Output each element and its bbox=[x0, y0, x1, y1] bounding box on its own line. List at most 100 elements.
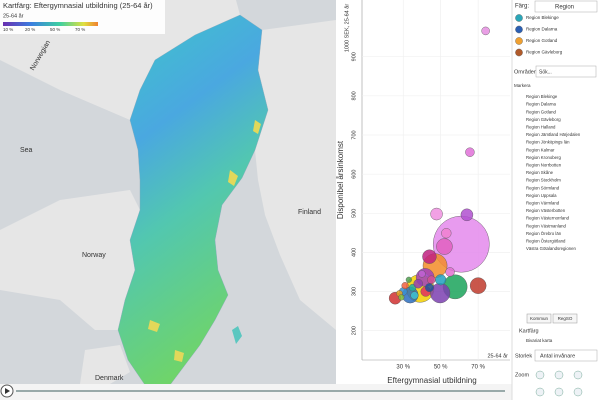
bubble bbox=[469, 277, 487, 294]
y-tick-label: 700 bbox=[351, 130, 357, 139]
zoom-tool[interactable] bbox=[554, 387, 564, 397]
y-tick-label: 300 bbox=[351, 287, 357, 296]
region-item[interactable]: Region Jönköpings län bbox=[526, 140, 570, 145]
size-select[interactable] bbox=[534, 349, 598, 362]
map-subtitle: 25-64 år bbox=[3, 12, 24, 19]
region-item[interactable]: Region Stockholm bbox=[526, 178, 561, 183]
map-legend-bar bbox=[3, 22, 98, 26]
zoom-tool[interactable] bbox=[573, 387, 583, 397]
zoom-label: Zoom bbox=[515, 372, 529, 378]
map-label: Norway bbox=[82, 252, 106, 259]
map-label: Sea bbox=[20, 147, 33, 154]
bubble bbox=[427, 275, 436, 285]
toggle-button-text: Kommun bbox=[530, 316, 549, 321]
area-label: Områden bbox=[514, 68, 537, 75]
region-item[interactable]: Region Sörmland bbox=[526, 185, 560, 190]
x-tick-label: 30 % bbox=[396, 365, 410, 371]
legend-label: Region Gävleborg bbox=[526, 50, 563, 55]
legend-tick: 10 % bbox=[3, 27, 13, 32]
zoom-tool[interactable] bbox=[554, 370, 564, 380]
region-item[interactable]: Region Uppsala bbox=[526, 193, 557, 198]
zoom-tool[interactable] bbox=[535, 370, 545, 380]
color-select[interactable] bbox=[534, 0, 598, 13]
bubble bbox=[481, 26, 490, 36]
legend-tick: 20 % bbox=[25, 27, 35, 32]
y-axis-label: Disponibel årsinkomst bbox=[336, 140, 345, 219]
bubble bbox=[436, 238, 453, 255]
region-item[interactable]: Region Skåne bbox=[526, 170, 554, 175]
color-select-text: Region bbox=[555, 5, 574, 11]
bubble bbox=[441, 228, 452, 239]
size-select-text: Antal invånare bbox=[540, 352, 575, 359]
bubble bbox=[422, 249, 437, 264]
region-item[interactable]: Region Halland bbox=[526, 125, 556, 130]
region-item[interactable]: Region Gävleborg bbox=[526, 117, 561, 122]
y-tick-label: 900 bbox=[351, 52, 357, 61]
legend-label: Region Gotland bbox=[526, 38, 558, 43]
bubble bbox=[413, 278, 423, 289]
toggle-button[interactable] bbox=[552, 313, 578, 324]
toggle-button-text: RegSO bbox=[558, 316, 573, 321]
y-tick-label: 800 bbox=[351, 91, 357, 100]
region-item[interactable]: Region Kronoberg bbox=[526, 155, 561, 160]
region-item[interactable]: Region Värmland bbox=[526, 201, 560, 206]
play-icon bbox=[5, 388, 10, 394]
bubble bbox=[410, 291, 419, 300]
region-item[interactable]: Region Norrbotten bbox=[526, 163, 562, 168]
bubble bbox=[435, 274, 447, 286]
y-tick-label: 400 bbox=[351, 248, 357, 257]
size-label: Storlek bbox=[515, 353, 532, 359]
map-label: Finland bbox=[298, 209, 321, 216]
denmark-land bbox=[80, 345, 130, 384]
bubble bbox=[445, 267, 455, 277]
search-placeholder: Sök... bbox=[539, 69, 552, 75]
y-unit: 1000 SEK, 25-64 år bbox=[343, 4, 350, 52]
region-item[interactable]: Region Västernorrland bbox=[526, 216, 570, 221]
x-axis-label: Eftergymnasial utbildning bbox=[387, 376, 476, 385]
note: 25-64 år bbox=[488, 352, 509, 359]
region-item[interactable]: Region Kalmar bbox=[526, 147, 555, 152]
bubble bbox=[460, 208, 474, 222]
legend-tick: 70 % bbox=[75, 27, 85, 32]
norway-land bbox=[0, 0, 240, 330]
bubble bbox=[418, 270, 426, 278]
search-box[interactable] bbox=[535, 65, 597, 78]
map-header bbox=[0, 0, 165, 34]
legend-label: Region Blekinge bbox=[526, 15, 559, 20]
legend-dot bbox=[515, 25, 523, 34]
legend-dot bbox=[515, 48, 523, 57]
map-color-value: Bivariat karta bbox=[526, 338, 553, 343]
map-label: Denmark bbox=[95, 375, 124, 382]
bubble bbox=[465, 147, 475, 157]
region-item[interactable]: Region Dalarna bbox=[526, 102, 556, 107]
region-item[interactable]: Västra Götalandsregionen bbox=[526, 246, 577, 251]
gotland bbox=[232, 326, 242, 344]
region-item[interactable]: Region Västmanland bbox=[526, 223, 567, 228]
y-tick-label: 600 bbox=[351, 170, 357, 179]
mark-label: Markera bbox=[514, 83, 531, 88]
y-tick-label: 500 bbox=[351, 209, 357, 218]
toggle-button[interactable] bbox=[526, 313, 552, 324]
y-tick-label: 200 bbox=[351, 326, 357, 335]
legend-dot bbox=[515, 37, 523, 45]
bubble bbox=[405, 276, 412, 283]
map-title: Kartfärg: Eftergymnasial utbildning (25-… bbox=[3, 1, 153, 10]
map-patch bbox=[148, 120, 261, 362]
legend-tick: 50 % bbox=[50, 27, 60, 32]
bubble bbox=[398, 294, 405, 301]
zoom-tool[interactable] bbox=[573, 370, 583, 380]
legend-label: Region Dalarna bbox=[526, 27, 558, 32]
region-item[interactable]: Region Västerbotten bbox=[526, 208, 566, 213]
region-item[interactable]: Region Gotland bbox=[526, 109, 556, 114]
zoom-tool[interactable] bbox=[535, 387, 545, 397]
bubble bbox=[425, 283, 434, 293]
bubble bbox=[430, 207, 443, 221]
map-color-label: Kartfärg bbox=[519, 328, 539, 334]
region-item[interactable]: Region Örebro län bbox=[526, 231, 562, 236]
region-item[interactable]: Region Jämtland Härjedalen bbox=[526, 132, 581, 137]
finland-land bbox=[255, 20, 336, 330]
x-tick-label: 50 % bbox=[434, 365, 448, 371]
region-item[interactable]: Region Östergötland bbox=[526, 239, 566, 244]
region-item[interactable]: Region Blekinge bbox=[526, 94, 558, 99]
